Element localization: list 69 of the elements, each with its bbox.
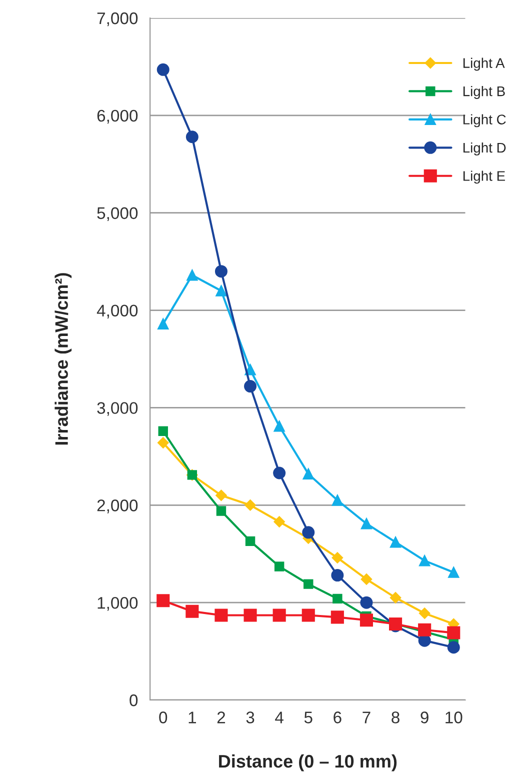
point: [330, 610, 344, 624]
point: [332, 594, 342, 604]
point: [245, 536, 256, 546]
point: [418, 608, 430, 619]
legend-label: Light B: [463, 86, 505, 99]
point: [331, 569, 344, 582]
point: [156, 594, 170, 608]
x-tick-label: 0: [159, 712, 168, 724]
legend-label: Light D: [463, 142, 506, 156]
point: [447, 626, 460, 640]
x-tick-label: 8: [392, 712, 400, 724]
point: [156, 63, 170, 76]
point: [448, 566, 460, 578]
y-tick-label: 3,000: [97, 402, 138, 416]
point: [216, 506, 226, 516]
x-tick-label: 6: [334, 712, 342, 724]
point: [216, 490, 227, 502]
point: [390, 592, 402, 604]
point: [302, 526, 315, 539]
point: [419, 555, 430, 566]
x-tick-label: 7: [362, 712, 370, 724]
point: [273, 466, 286, 480]
point: [214, 265, 228, 278]
y-tick-label: 6,000: [97, 110, 138, 124]
point: [186, 270, 198, 281]
point: [302, 608, 315, 622]
point: [214, 608, 228, 622]
legend-label: Light E: [463, 170, 505, 184]
point: [216, 285, 227, 296]
x-tick-label: 9: [420, 712, 428, 724]
point: [274, 420, 285, 432]
x-tick-label: 1: [188, 712, 196, 724]
point: [244, 500, 256, 511]
x-tick-label: 3: [246, 712, 254, 724]
point: [272, 608, 286, 622]
point: [244, 608, 257, 622]
y-tick-label: 1,000: [98, 596, 138, 611]
point: [360, 574, 372, 585]
y-tick-label: 4,000: [96, 304, 138, 318]
point: [332, 552, 344, 564]
point: [360, 614, 374, 627]
point: [332, 494, 343, 506]
point: [158, 426, 168, 436]
y-tick-label: 2,000: [97, 500, 138, 514]
point: [360, 518, 372, 530]
point: [158, 437, 169, 448]
point: [186, 130, 198, 144]
y-tick-label: 5,000: [97, 207, 138, 222]
x-tick-label: 2: [217, 712, 226, 724]
point: [304, 579, 314, 589]
point: [274, 562, 284, 572]
x-tick-label: 4: [275, 712, 284, 724]
point: [390, 536, 402, 548]
y-tick-label: 7,000: [97, 12, 138, 26]
point: [418, 623, 432, 636]
x-axis-title: Distance (0 – 10 mm): [219, 754, 397, 772]
point: [274, 516, 285, 528]
point: [302, 468, 314, 480]
x-tick-label: 5: [304, 712, 312, 724]
point: [186, 604, 199, 618]
y-axis-title: Irradiance (mW/cm²): [54, 273, 72, 445]
point: [158, 318, 169, 330]
legend-label: Light C: [463, 114, 506, 128]
point: [244, 380, 257, 393]
legend-label: Light A: [463, 58, 505, 71]
point: [447, 641, 460, 654]
y-tick-label: 0: [130, 694, 138, 706]
x-tick-label: 10: [446, 712, 462, 724]
point: [360, 596, 373, 609]
